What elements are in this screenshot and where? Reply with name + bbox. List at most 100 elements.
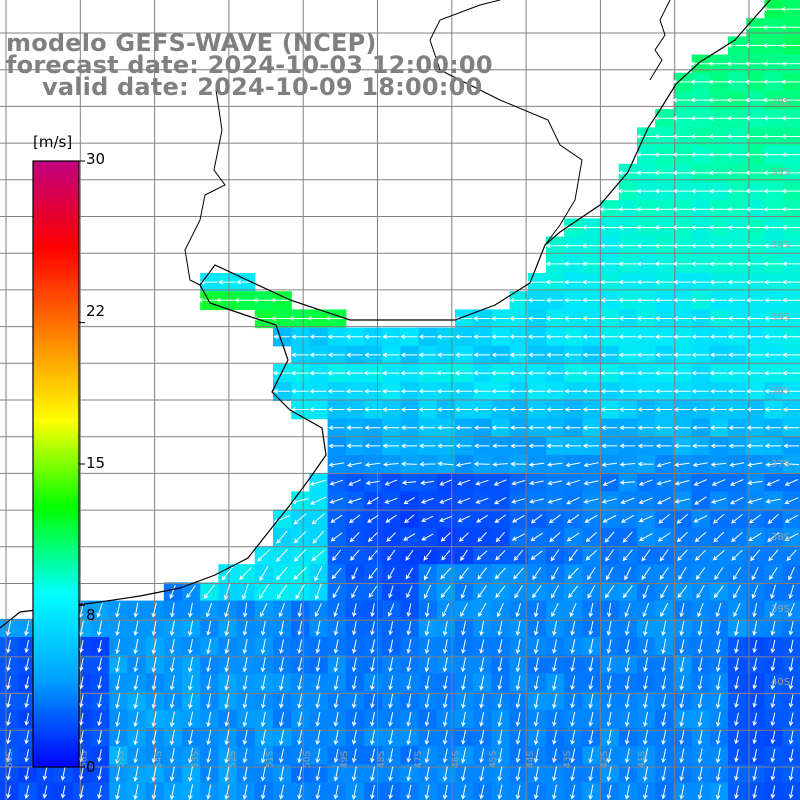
wind-arrow: [234, 297, 256, 303]
wind-arrow: [636, 243, 655, 249]
wind-arrow: [400, 334, 418, 340]
wind-arrow: [170, 602, 175, 618]
longitude-label: 42S: [600, 751, 610, 768]
wind-arrow: [388, 784, 394, 800]
wind-arrow: [770, 767, 776, 781]
wind-arrow: [79, 657, 84, 672]
wind-arrow: [636, 170, 655, 176]
wind-arrow: [708, 170, 729, 176]
wind-arrow: [661, 748, 667, 764]
wind-arrow: [206, 638, 212, 655]
wind-arrow: [600, 316, 619, 321]
wind-arrow: [715, 711, 721, 727]
wind-arrow: [588, 784, 594, 800]
wind-arrow: [333, 620, 339, 636]
wind-arrow: [745, 388, 764, 394]
wind-arrow: [382, 443, 399, 449]
wind-arrow: [770, 785, 776, 799]
wind-arrow: [691, 316, 709, 321]
wind-arrow: [570, 620, 576, 636]
wind-arrow: [133, 729, 139, 746]
wind-arrow: [588, 747, 594, 764]
wind-arrow: [588, 657, 594, 673]
wind-arrow: [747, 497, 763, 504]
wind-arrow: [79, 730, 84, 745]
wind-arrow: [674, 498, 690, 504]
wind-arrow: [439, 479, 452, 486]
wind-arrow: [657, 532, 671, 542]
wind-arrow: [370, 766, 375, 782]
wind-arrow: [328, 462, 344, 468]
wind-arrow: [763, 170, 783, 176]
wind-arrow: [624, 693, 630, 709]
wind-arrow: [533, 748, 539, 764]
wind-arrow: [473, 407, 491, 412]
wind-arrow: [497, 711, 503, 728]
wind-arrow: [440, 567, 452, 580]
wind-arrow: [673, 407, 691, 412]
wind-arrow: [424, 766, 430, 782]
wind-arrow: [546, 352, 563, 358]
wind-arrow: [115, 675, 121, 691]
wind-arrow: [546, 407, 563, 412]
wind-arrow: [421, 533, 434, 541]
wind-arrow: [655, 352, 673, 358]
wind-arrow: [751, 584, 759, 599]
wind-arrow: [206, 620, 212, 636]
wind-arrow: [715, 675, 721, 691]
wind-arrow: [242, 730, 248, 746]
wind-arrow: [515, 639, 521, 655]
wind-arrow: [782, 407, 800, 412]
wind-arrow: [643, 693, 648, 709]
wind-arrow: [188, 639, 193, 655]
wind-arrow: [715, 639, 721, 654]
wind-arrow: [497, 639, 503, 654]
wind-arrow: [333, 766, 339, 782]
wind-arrow: [270, 316, 293, 321]
wind-arrow: [786, 549, 797, 562]
colorbar-tick-15: 15: [86, 454, 106, 472]
wind-arrow: [745, 188, 765, 194]
wind-arrow: [388, 711, 394, 727]
colorbar-tick-8: 8: [86, 606, 96, 624]
colorbar-tick-0: 0: [86, 758, 96, 776]
latitude-label: 29S: [771, 97, 790, 108]
wind-arrow: [618, 243, 637, 249]
wind-arrow: [690, 206, 710, 212]
longitude-label: 46S: [451, 751, 461, 768]
wind-arrow: [332, 585, 341, 599]
wind-arrow: [638, 515, 653, 523]
wind-arrow: [24, 676, 30, 690]
wind-arrow: [734, 748, 739, 763]
wind-arrow: [731, 532, 743, 543]
wind-arrow: [545, 297, 564, 303]
wind-arrow: [60, 785, 66, 799]
latitude-label: 35S: [771, 312, 790, 323]
wind-arrow: [327, 370, 346, 376]
wind-arrow: [442, 766, 448, 782]
wind-arrow: [691, 352, 709, 358]
wind-arrow: [388, 657, 394, 673]
wind-arrow: [674, 480, 690, 486]
wind-arrow: [418, 388, 436, 394]
wind-arrow: [661, 766, 667, 782]
wind-arrow: [661, 730, 667, 745]
wind-arrow: [151, 766, 157, 782]
wind-arrow: [242, 693, 248, 709]
wind-arrow: [636, 334, 655, 340]
wind-arrow: [671, 79, 692, 85]
wind-arrow: [346, 407, 363, 412]
wind-arrow: [549, 532, 561, 543]
wind-arrow: [515, 784, 521, 800]
wind-arrow: [423, 566, 432, 581]
wind-arrow: [745, 370, 764, 376]
wind-arrow: [582, 425, 600, 431]
wind-arrow: [692, 425, 709, 431]
wind-arrow: [133, 711, 139, 728]
wind-arrow: [24, 785, 30, 800]
wind-arrow: [115, 602, 121, 618]
wind-arrow: [781, 206, 800, 212]
wind-arrow: [545, 334, 564, 340]
wind-arrow: [763, 279, 783, 285]
wind-arrow: [260, 711, 266, 728]
